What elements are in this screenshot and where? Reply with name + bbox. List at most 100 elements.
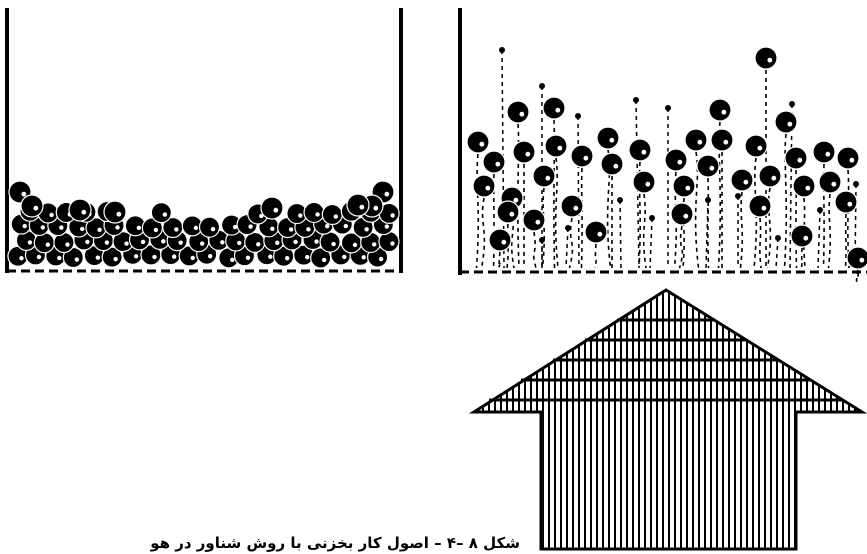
particle (303, 201, 325, 224)
particle-dot (575, 113, 581, 119)
particle-trail (783, 133, 788, 269)
particle-dot (649, 215, 655, 221)
particle-highlight (557, 145, 563, 151)
particle (321, 203, 343, 226)
particle-highlight (193, 225, 199, 231)
particle (774, 110, 798, 134)
particle (20, 194, 44, 218)
particle-trail (580, 167, 583, 269)
particle-highlight (200, 241, 205, 246)
particle-trail (766, 187, 772, 269)
particle-highlight (284, 256, 290, 261)
particle-highlight (390, 213, 395, 218)
particle-highlight (509, 211, 515, 217)
particle-dot (617, 197, 623, 203)
particle-highlight (178, 240, 183, 245)
arrow-shape (468, 288, 867, 551)
particle-trail (619, 199, 622, 269)
particle-highlight (85, 239, 90, 245)
packed-particles (7, 180, 400, 269)
particle-highlight (697, 139, 703, 145)
particle-trail (475, 153, 480, 269)
particle-highlight (36, 254, 42, 260)
particle (628, 138, 652, 162)
particle-highlight (677, 159, 683, 165)
particle-highlight (256, 242, 261, 247)
particle-highlight (74, 257, 80, 262)
particle-highlight (384, 224, 390, 229)
particle (466, 130, 490, 154)
particle-highlight (390, 241, 395, 246)
particle-highlight (230, 257, 235, 263)
particle-trail (694, 151, 700, 269)
particle (68, 198, 92, 222)
particle (506, 100, 530, 124)
particle (834, 190, 858, 214)
particle-dot (499, 47, 505, 53)
particle-highlight (115, 225, 120, 230)
particle-highlight (81, 209, 87, 215)
particle-highlight (343, 223, 349, 229)
particle-dot (705, 197, 711, 203)
particle (544, 134, 568, 158)
particle (846, 246, 867, 270)
particle-dot (853, 181, 859, 187)
particle (101, 246, 123, 268)
particle-dot (539, 237, 545, 243)
particle-highlight (248, 224, 253, 229)
particle-trails (475, 49, 860, 282)
particle (710, 128, 734, 152)
particle-highlight (609, 137, 615, 143)
particle-trail (568, 217, 574, 269)
particle-highlight (513, 197, 519, 203)
particle-highlight (384, 191, 390, 197)
particle-trail (517, 123, 520, 269)
particle-highlight (210, 226, 216, 232)
particle-trail (775, 237, 779, 269)
particle-trail (594, 243, 597, 269)
particle (670, 202, 694, 226)
particle-trail (510, 209, 515, 269)
particle-trail (649, 217, 653, 269)
particle-highlight (49, 212, 54, 218)
particle-highlight (152, 254, 157, 260)
particle-highlight (40, 225, 45, 230)
particle (836, 146, 860, 170)
particle-trail (739, 191, 744, 269)
particle-highlight (797, 157, 803, 163)
particle-highlight (259, 213, 264, 219)
particle-highlight (535, 219, 541, 225)
particle-highlight (859, 257, 865, 263)
particle-highlight (803, 235, 809, 241)
particle-highlight (304, 254, 310, 260)
particle (244, 231, 266, 253)
particle-trail (844, 213, 847, 269)
particle-highlight (685, 185, 691, 191)
particle-highlight (378, 256, 384, 262)
particle-highlight (331, 241, 336, 247)
particle-highlight (124, 241, 129, 246)
particle-highlight (275, 240, 280, 245)
particle-highlight (805, 185, 811, 191)
particle-highlight (573, 205, 579, 211)
particle-trail (854, 183, 857, 269)
particle-highlight (97, 227, 102, 233)
particle-dot (735, 193, 741, 199)
particle-highlight (721, 109, 727, 115)
particle-trail (827, 193, 832, 269)
particle-highlight (162, 212, 168, 217)
particle (584, 220, 608, 244)
particle-trail (638, 161, 641, 269)
particle (790, 224, 814, 248)
particle (319, 231, 341, 253)
particle-trail (642, 193, 647, 269)
particle-highlight (372, 242, 377, 247)
particle-highlight (33, 205, 39, 211)
particle-highlight (761, 205, 767, 211)
particle (62, 246, 84, 269)
particle-trail (497, 251, 502, 269)
particle-highlight (270, 226, 275, 231)
particle-highlight (104, 240, 110, 245)
particle-highlight (21, 191, 27, 197)
particle-highlight (27, 240, 33, 245)
